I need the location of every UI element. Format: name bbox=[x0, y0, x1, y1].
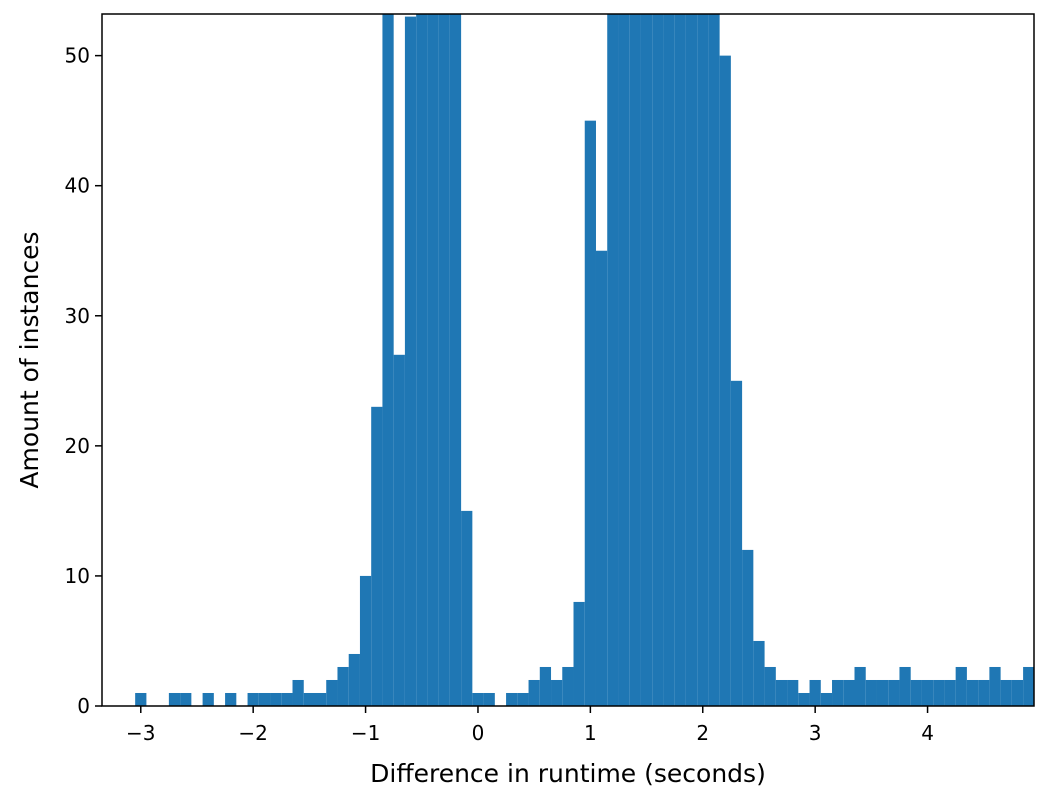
bars bbox=[135, 14, 1034, 706]
y-tick-label: 0 bbox=[77, 694, 90, 718]
bar bbox=[506, 692, 518, 706]
bar bbox=[528, 679, 540, 706]
bar bbox=[607, 14, 619, 706]
x-tick-label: −2 bbox=[238, 721, 267, 745]
bar bbox=[832, 679, 844, 706]
x-axis-label: Difference in runtime (seconds) bbox=[370, 759, 766, 788]
bar bbox=[247, 692, 259, 706]
bar bbox=[472, 692, 484, 706]
bar bbox=[348, 653, 360, 706]
bar bbox=[449, 14, 462, 706]
bar bbox=[876, 679, 889, 706]
bar bbox=[820, 692, 833, 706]
bar bbox=[753, 640, 765, 706]
bar bbox=[292, 679, 304, 706]
bar bbox=[843, 679, 855, 706]
bar bbox=[921, 679, 934, 706]
bar bbox=[461, 510, 473, 706]
bar bbox=[888, 679, 900, 706]
bar bbox=[180, 692, 192, 706]
bar bbox=[652, 14, 664, 706]
bar bbox=[899, 666, 911, 706]
bar bbox=[685, 14, 698, 706]
bar bbox=[202, 692, 214, 706]
bar bbox=[1023, 666, 1034, 706]
bar bbox=[168, 692, 181, 706]
bar bbox=[573, 601, 585, 706]
x-tick-label: 1 bbox=[584, 721, 597, 745]
bar bbox=[809, 679, 821, 706]
bar bbox=[483, 692, 495, 706]
y-axis-label: Amount of instances bbox=[15, 231, 44, 488]
x-tick-label: 3 bbox=[809, 721, 822, 745]
bar bbox=[337, 666, 349, 706]
bar bbox=[719, 55, 731, 706]
bar bbox=[416, 14, 428, 706]
plot-frame bbox=[101, 13, 1035, 707]
bar bbox=[427, 14, 439, 706]
bar bbox=[989, 666, 1001, 706]
bar bbox=[225, 692, 237, 706]
bar bbox=[764, 666, 776, 706]
bar bbox=[517, 692, 529, 706]
y-tick-label: 50 bbox=[65, 44, 90, 68]
bar bbox=[551, 679, 563, 706]
bar bbox=[270, 692, 282, 706]
bar bbox=[584, 120, 596, 706]
bar bbox=[742, 549, 754, 706]
bar bbox=[1000, 679, 1012, 706]
bar bbox=[595, 250, 608, 706]
bar bbox=[404, 16, 417, 706]
x-tick-label: 4 bbox=[921, 721, 934, 745]
bar bbox=[135, 692, 147, 706]
y-tick-label: 30 bbox=[65, 304, 90, 328]
bar bbox=[787, 679, 799, 706]
y-tick-label: 10 bbox=[65, 564, 90, 588]
bar bbox=[910, 679, 922, 706]
bar bbox=[697, 14, 709, 706]
bar bbox=[663, 14, 675, 706]
bar bbox=[798, 692, 810, 706]
x-tick-label: −3 bbox=[126, 721, 155, 745]
y-tick-label: 40 bbox=[65, 174, 90, 198]
bar bbox=[618, 14, 630, 706]
y-tick-label: 20 bbox=[65, 434, 90, 458]
bar bbox=[438, 14, 450, 706]
bar bbox=[258, 692, 271, 706]
bar bbox=[539, 666, 552, 706]
bar bbox=[326, 679, 338, 706]
bar bbox=[382, 14, 394, 706]
bar bbox=[865, 679, 877, 706]
x-tick-label: −1 bbox=[351, 721, 380, 745]
bar bbox=[281, 692, 293, 706]
x-tick-label: 2 bbox=[696, 721, 709, 745]
bar bbox=[393, 354, 405, 706]
bar bbox=[955, 666, 967, 706]
bar bbox=[562, 666, 574, 706]
bar bbox=[629, 14, 641, 706]
bar bbox=[966, 679, 979, 706]
bar bbox=[775, 679, 788, 706]
bar bbox=[933, 679, 945, 706]
bar bbox=[640, 14, 653, 706]
bar bbox=[854, 666, 866, 706]
bar bbox=[314, 692, 327, 706]
bar bbox=[708, 14, 720, 706]
bar bbox=[944, 679, 956, 706]
bar bbox=[1011, 679, 1024, 706]
x-tick-label: 0 bbox=[472, 721, 485, 745]
bar bbox=[359, 575, 372, 706]
bar bbox=[303, 692, 315, 706]
bar bbox=[978, 679, 990, 706]
bar bbox=[371, 406, 383, 706]
bar bbox=[730, 380, 743, 706]
bar bbox=[674, 14, 686, 706]
